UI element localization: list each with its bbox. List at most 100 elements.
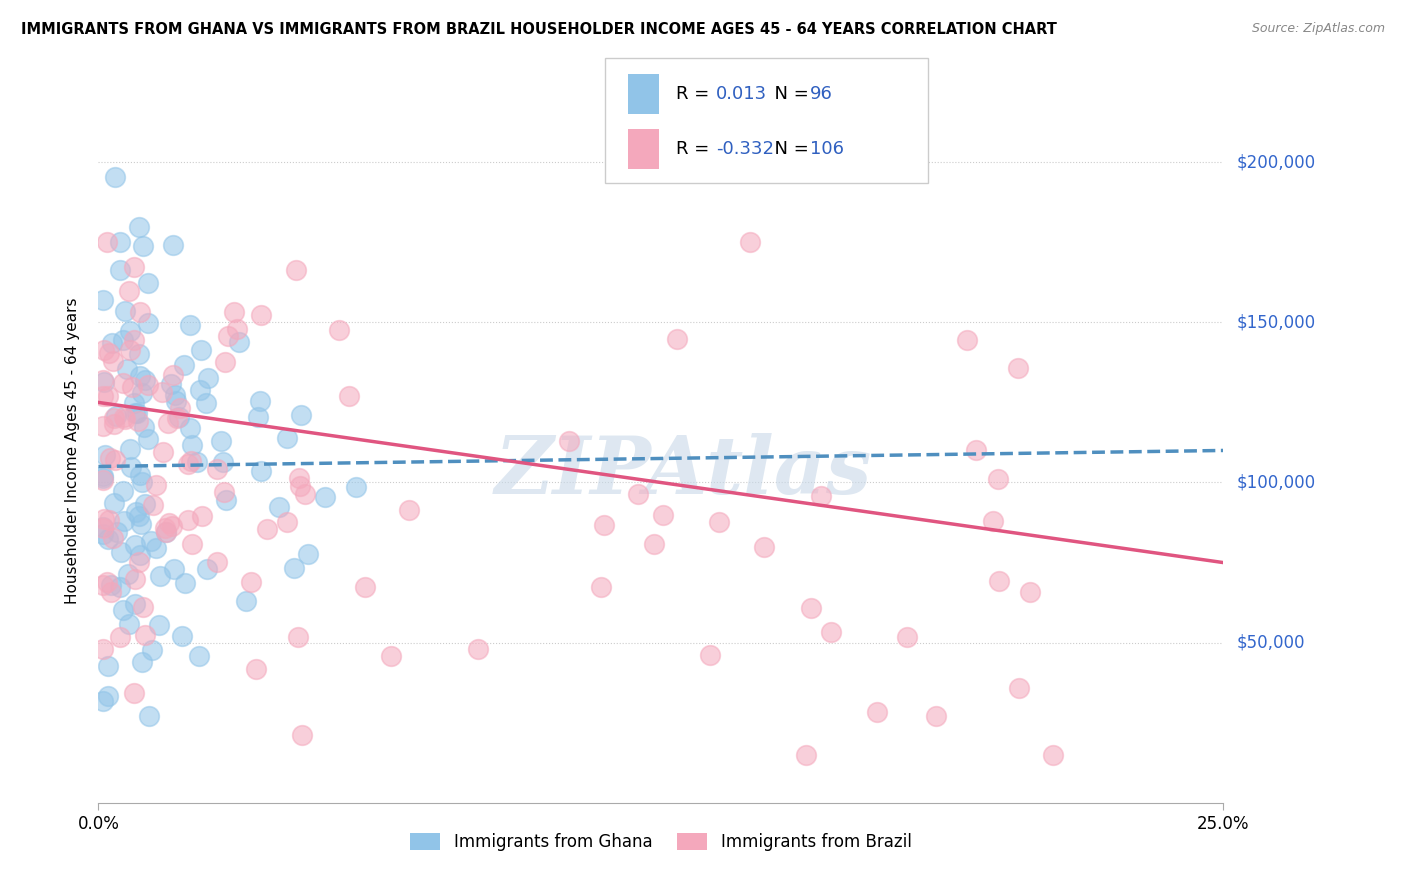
Point <box>93 293 115 308</box>
Point <box>104 169 127 184</box>
Point <box>285 262 308 277</box>
Point <box>103 496 125 510</box>
Point <box>159 376 181 391</box>
Point <box>866 705 889 719</box>
Point <box>141 643 163 657</box>
Point <box>145 477 167 491</box>
Point <box>1042 747 1064 762</box>
Point <box>97 389 120 403</box>
Point <box>139 534 162 549</box>
Point <box>290 408 312 422</box>
Point <box>128 555 150 569</box>
Point <box>145 541 167 556</box>
Point <box>91 520 114 534</box>
Point <box>276 515 298 529</box>
Point <box>91 419 114 434</box>
Point <box>122 333 145 347</box>
Point <box>165 394 187 409</box>
Point <box>157 416 180 430</box>
Point <box>328 323 350 337</box>
Point <box>287 631 309 645</box>
Point <box>651 508 673 522</box>
Point <box>354 580 377 594</box>
Point <box>103 411 125 425</box>
Point <box>124 396 146 410</box>
Point <box>181 536 204 550</box>
Point <box>128 468 150 483</box>
Point <box>93 512 115 526</box>
Point <box>925 709 948 723</box>
Point <box>115 361 138 376</box>
Point <box>110 580 132 594</box>
Point <box>205 556 228 570</box>
Point <box>1008 681 1031 695</box>
Point <box>205 462 228 476</box>
Point <box>256 522 278 536</box>
Point <box>120 460 142 475</box>
Point <box>217 328 239 343</box>
Point <box>235 594 257 608</box>
Point <box>593 517 616 532</box>
Point <box>148 617 170 632</box>
Point <box>820 625 842 640</box>
Point <box>94 448 117 462</box>
Point <box>118 324 141 338</box>
Point <box>91 469 114 483</box>
Point <box>170 629 193 643</box>
Point <box>228 334 250 349</box>
Point <box>96 574 118 589</box>
Text: $150,000: $150,000 <box>1237 313 1316 331</box>
Text: 106: 106 <box>810 140 844 159</box>
Point <box>643 537 665 551</box>
Point <box>150 384 173 399</box>
Point <box>209 434 232 448</box>
Point <box>810 489 832 503</box>
Point <box>138 276 160 290</box>
Point <box>987 574 1010 588</box>
Point <box>136 316 159 330</box>
Point <box>98 345 121 359</box>
Point <box>128 220 150 235</box>
Point <box>283 561 305 575</box>
Point <box>380 648 402 663</box>
Point <box>105 409 128 423</box>
Point <box>173 358 195 372</box>
Point <box>191 509 214 524</box>
Point <box>108 630 131 644</box>
Point <box>249 308 271 322</box>
Point <box>167 410 190 425</box>
Point <box>97 513 120 527</box>
Point <box>162 368 184 382</box>
Point <box>111 334 134 348</box>
Point <box>124 597 146 611</box>
Point <box>142 498 165 512</box>
Text: $100,000: $100,000 <box>1237 474 1316 491</box>
Point <box>188 383 211 397</box>
Text: $50,000: $50,000 <box>1237 633 1306 652</box>
Text: N =: N = <box>763 85 815 103</box>
Text: 96: 96 <box>810 85 832 103</box>
Point <box>752 540 775 554</box>
Text: $200,000: $200,000 <box>1237 153 1316 171</box>
Point <box>181 437 204 451</box>
Point <box>956 333 979 347</box>
Point <box>112 409 135 424</box>
Point <box>179 318 201 332</box>
Point <box>174 576 197 591</box>
Point <box>118 442 141 457</box>
Point <box>91 642 114 657</box>
Point <box>169 401 191 415</box>
Point <box>132 600 155 615</box>
Point <box>179 421 201 435</box>
Point <box>108 263 131 277</box>
Point <box>129 548 152 562</box>
Point <box>157 516 180 531</box>
Point <box>91 521 114 535</box>
Point <box>665 332 688 346</box>
Point <box>138 708 160 723</box>
Point <box>591 580 613 594</box>
Point <box>627 486 650 500</box>
Point <box>97 533 120 547</box>
Point <box>699 648 721 662</box>
Point <box>249 464 271 478</box>
